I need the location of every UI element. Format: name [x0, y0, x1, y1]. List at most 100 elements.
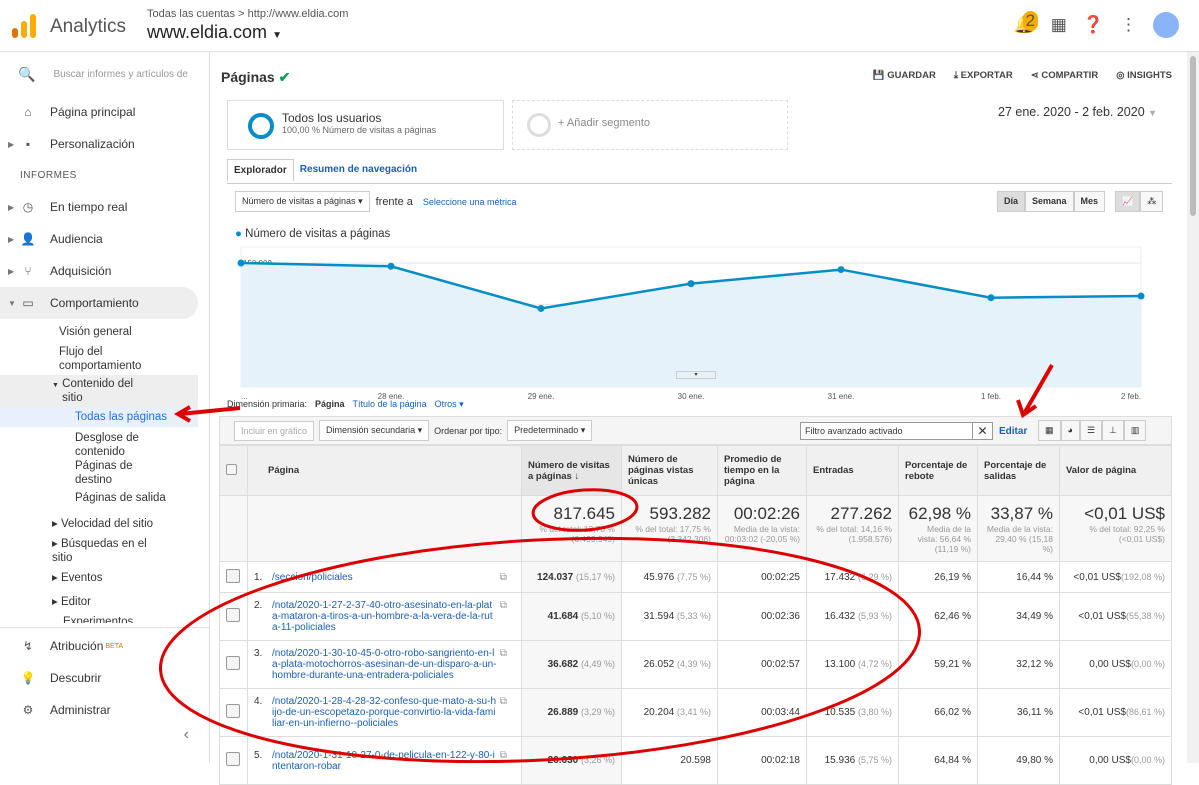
help-icon[interactable]: ❓ [1082, 15, 1104, 34]
sidebar-item-audience[interactable]: ▶ 👤 Audiencia [0, 223, 209, 255]
row-checkbox[interactable] [226, 656, 240, 670]
sidebar-sub-site-speed[interactable]: ▸ Velocidad del sitio [52, 518, 154, 530]
row-checkbox[interactable] [226, 752, 240, 766]
pivot-view-icon[interactable]: ▥ [1123, 420, 1147, 441]
period-day[interactable]: Día [997, 191, 1026, 212]
edit-filter-link[interactable]: Editar [999, 426, 1028, 437]
col-pageviews[interactable]: Número de visitas a páginas ↓ [521, 445, 622, 496]
performance-view-icon[interactable]: ☰ [1079, 420, 1103, 441]
page-link[interactable]: /nota/2020-1-28-4-28-32-confeso-que-mato… [272, 696, 497, 729]
dim-page-title[interactable]: Título de la página [352, 399, 427, 409]
value: 15.936 [824, 755, 856, 766]
sidebar-item-label: Descubrir [50, 671, 102, 685]
select-metric-link[interactable]: Seleccione una métrica [422, 196, 517, 207]
data-point [537, 304, 545, 312]
row-checkbox[interactable] [226, 704, 240, 718]
open-link-icon[interactable]: ⧉ [499, 749, 507, 761]
sidebar-item-home[interactable]: ⌂ Página principal [0, 96, 209, 128]
sidebar-sub-events[interactable]: ▸ Eventos [52, 572, 103, 584]
insights-button[interactable]: ◎ INSIGHTS [1116, 70, 1172, 81]
open-link-icon[interactable]: ⧉ [499, 571, 507, 583]
scrollbar-thumb[interactable] [1190, 56, 1196, 216]
tab-navigation-summary[interactable]: Resumen de navegación [299, 164, 418, 175]
secondary-dimension-select[interactable]: Dimensión secundaria ▾ [319, 420, 430, 441]
sidebar-sub-landing-pages[interactable]: Páginas de destino [75, 460, 133, 486]
chart-resize-handle[interactable]: ▾ [676, 371, 716, 379]
dim-page[interactable]: Página [315, 399, 345, 409]
sidebar-sub-content-drilldown[interactable]: Desglose de contenido [75, 432, 139, 458]
plot-rows-button[interactable]: Incluir en gráfico [234, 420, 315, 441]
sidebar-item-attribution[interactable]: ↯ Atribución BETA [0, 630, 209, 662]
motion-chart-icon[interactable]: ⁂ [1140, 191, 1164, 212]
table-view-icon[interactable]: ▦ [1038, 420, 1061, 441]
select-all-checkbox[interactable] [226, 463, 237, 475]
add-segment-button[interactable]: + Añadir segmento [512, 100, 788, 150]
property-selector[interactable]: www.eldia.com ▼ [147, 22, 282, 43]
page-link[interactable]: /seccion/policiales [272, 571, 353, 583]
dim-other[interactable]: Otros ▾ [434, 399, 464, 409]
row-checkbox[interactable] [226, 568, 240, 583]
sidebar-sub-overview[interactable]: Visión general [59, 326, 132, 338]
metric-select[interactable]: Número de visitas a páginas ▾ [235, 191, 370, 212]
comparison-view-icon[interactable]: ⊥ [1102, 420, 1124, 441]
col-exit-rate[interactable]: Porcentaje de salidas [977, 445, 1060, 496]
value: 41.684 [547, 611, 579, 622]
page-link[interactable]: /nota/2020-1-31-10-27-0-de-pelicula-en-1… [272, 749, 495, 772]
sidebar-sub-exit-pages[interactable]: Páginas de salida [75, 492, 166, 504]
save-button[interactable]: 💾 GUARDAR [873, 70, 936, 81]
table-row: 1. /seccion/policiales ⧉ 124.037 (15,17 %… [219, 561, 1172, 593]
open-link-icon[interactable]: ⧉ [499, 600, 507, 611]
sidebar-sub-experiments[interactable]: Experimentos [63, 616, 134, 623]
cell [219, 736, 248, 785]
scrollbar[interactable] [1187, 52, 1199, 763]
sidebar-sub-flow[interactable]: Flujo del comportamiento [59, 346, 142, 372]
cell: 26,19 % [898, 561, 978, 593]
collapse-sidebar-icon[interactable]: ‹ [183, 726, 189, 743]
open-link-icon[interactable]: ⧉ [499, 696, 507, 707]
value: 20.598 [680, 755, 711, 766]
period-month[interactable]: Mes [1073, 191, 1106, 212]
pie-view-icon[interactable]: ◕ [1060, 420, 1080, 441]
col-page[interactable]: Página [247, 445, 522, 496]
sidebar-sub-site-search[interactable]: ▸ Búsquedas en el sitio [52, 538, 147, 564]
cell: <0,01 US$(86,61 %) [1059, 688, 1172, 737]
col-entrances[interactable]: Entradas [806, 445, 899, 496]
date-range-picker[interactable]: 27 ene. 2020 - 2 feb. 2020 ▼ [998, 105, 1157, 119]
total-value: 00:02:26 [733, 504, 800, 523]
sidebar-item-realtime[interactable]: ▶ ◷ En tiempo real [0, 191, 209, 223]
page-link[interactable]: /nota/2020-1-30-10-45-0-otro-robo-sangri… [272, 648, 497, 681]
line-chart-icon[interactable]: 📈 [1115, 191, 1141, 212]
col-unique-pageviews[interactable]: Número de páginas vistas únicas [621, 445, 718, 496]
avatar[interactable] [1153, 12, 1179, 38]
download-icon: ⤓ [953, 70, 959, 81]
col-page-value[interactable]: Valor de página [1059, 445, 1172, 496]
tab-explorer[interactable]: Explorador [227, 159, 294, 181]
more-vert-icon[interactable]: ⋮ [1120, 15, 1137, 34]
open-link-icon[interactable]: ⧉ [499, 648, 507, 659]
sidebar-item-behavior[interactable]: ▼ ▭ Comportamiento [0, 287, 198, 319]
sidebar-sub-site-content[interactable]: ▼ Contenido del sitio [0, 375, 198, 407]
cell: 49,80 % [977, 736, 1060, 785]
page-link[interactable]: /nota/2020-1-27-2-37-40-otro-asesinato-e… [272, 600, 493, 633]
export-button[interactable]: ⤓ EXPORTAR [954, 70, 1013, 81]
segment-all-users[interactable]: Todos los usuarios 100,00 % Número de vi… [227, 100, 504, 150]
share-button[interactable]: ⋖ COMPARTIR [1031, 70, 1098, 81]
sidebar-item-customization[interactable]: ▶ ▪ Personalización [0, 128, 209, 160]
sidebar-item-admin[interactable]: ⚙ Administrar [0, 694, 209, 726]
account-breadcrumb[interactable]: Todas las cuentas > http://www.eldia.com [147, 8, 349, 20]
sidebar-item-discover[interactable]: 💡 Descubrir [0, 662, 209, 694]
bell-icon[interactable]: 🔔2 [1014, 11, 1039, 35]
apps-grid-icon[interactable]: ▦ [1050, 15, 1067, 34]
gear-icon: ⚙ [22, 703, 34, 717]
clear-filter-icon[interactable]: ✕ [972, 423, 992, 439]
sidebar-sub-publisher[interactable]: ▸ Editor [52, 596, 92, 608]
col-avg-time[interactable]: Promedio de tiempo en la página [717, 445, 807, 496]
col-bounce-rate[interactable]: Porcentaje de rebote [898, 445, 978, 496]
advanced-filter-input[interactable]: Filtro avanzado activado ✕ [800, 422, 993, 440]
period-week[interactable]: Semana [1025, 191, 1074, 212]
sidebar-item-acquisition[interactable]: ▶ ⑂ Adquisición [0, 255, 209, 287]
row-checkbox[interactable] [226, 608, 240, 622]
sidebar-search[interactable]: 🔍 Buscar informes y artículos de [0, 52, 209, 96]
sidebar-sub-all-pages[interactable]: Todas las páginas [0, 407, 198, 427]
sort-type-select[interactable]: Predeterminado ▾ [507, 420, 593, 441]
